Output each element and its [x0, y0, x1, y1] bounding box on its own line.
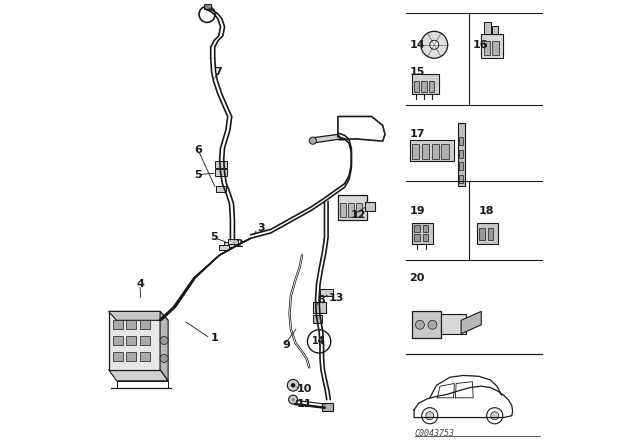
- FancyBboxPatch shape: [113, 352, 123, 361]
- Text: 3: 3: [257, 224, 265, 233]
- Text: 12: 12: [351, 210, 366, 220]
- FancyBboxPatch shape: [216, 186, 226, 192]
- Text: 13: 13: [329, 293, 344, 303]
- Text: 5: 5: [210, 233, 218, 242]
- FancyBboxPatch shape: [413, 81, 419, 92]
- Text: 9: 9: [282, 340, 290, 350]
- FancyBboxPatch shape: [414, 234, 420, 241]
- FancyBboxPatch shape: [323, 403, 333, 411]
- Text: 14: 14: [312, 336, 326, 346]
- FancyBboxPatch shape: [459, 162, 463, 170]
- FancyBboxPatch shape: [484, 22, 491, 34]
- Text: 1: 1: [210, 333, 218, 343]
- Text: 11: 11: [297, 399, 312, 409]
- FancyBboxPatch shape: [484, 41, 490, 55]
- FancyBboxPatch shape: [215, 169, 227, 176]
- FancyBboxPatch shape: [140, 320, 150, 329]
- Text: 4: 4: [136, 280, 144, 289]
- Text: 8: 8: [317, 295, 326, 305]
- Text: 19: 19: [410, 206, 425, 215]
- Polygon shape: [461, 311, 481, 334]
- Text: C0043753: C0043753: [415, 429, 455, 438]
- Polygon shape: [160, 311, 168, 381]
- Circle shape: [291, 383, 296, 388]
- FancyBboxPatch shape: [488, 228, 493, 240]
- Circle shape: [309, 137, 316, 144]
- FancyBboxPatch shape: [356, 203, 362, 217]
- FancyBboxPatch shape: [459, 150, 463, 158]
- FancyBboxPatch shape: [215, 161, 227, 168]
- FancyBboxPatch shape: [442, 144, 449, 159]
- FancyBboxPatch shape: [429, 81, 435, 92]
- Polygon shape: [109, 311, 168, 320]
- Text: 16: 16: [472, 40, 488, 50]
- FancyBboxPatch shape: [410, 140, 454, 161]
- Circle shape: [160, 354, 168, 362]
- Circle shape: [291, 398, 295, 401]
- Circle shape: [415, 320, 424, 329]
- FancyBboxPatch shape: [204, 4, 211, 9]
- FancyBboxPatch shape: [127, 320, 136, 329]
- FancyBboxPatch shape: [320, 289, 333, 296]
- FancyBboxPatch shape: [481, 34, 503, 58]
- FancyBboxPatch shape: [140, 352, 150, 361]
- FancyBboxPatch shape: [338, 195, 367, 220]
- FancyBboxPatch shape: [422, 234, 428, 241]
- Polygon shape: [311, 134, 342, 143]
- FancyBboxPatch shape: [127, 352, 136, 361]
- Text: 20: 20: [410, 273, 425, 283]
- FancyBboxPatch shape: [422, 144, 429, 159]
- FancyBboxPatch shape: [493, 41, 499, 55]
- FancyBboxPatch shape: [140, 336, 150, 345]
- FancyBboxPatch shape: [431, 144, 439, 159]
- FancyBboxPatch shape: [414, 225, 420, 232]
- FancyBboxPatch shape: [365, 202, 374, 211]
- FancyBboxPatch shape: [412, 223, 433, 244]
- FancyBboxPatch shape: [313, 302, 326, 313]
- Circle shape: [287, 379, 299, 391]
- FancyBboxPatch shape: [412, 311, 441, 338]
- FancyBboxPatch shape: [458, 123, 465, 186]
- Circle shape: [307, 330, 331, 353]
- Circle shape: [430, 40, 439, 49]
- Text: 6: 6: [195, 145, 202, 155]
- FancyBboxPatch shape: [459, 175, 463, 183]
- Circle shape: [421, 31, 448, 58]
- Circle shape: [422, 408, 438, 424]
- FancyBboxPatch shape: [113, 336, 123, 345]
- FancyBboxPatch shape: [477, 223, 499, 244]
- Circle shape: [160, 336, 168, 345]
- FancyBboxPatch shape: [340, 203, 346, 217]
- Circle shape: [426, 412, 434, 420]
- Circle shape: [289, 395, 298, 404]
- FancyBboxPatch shape: [459, 137, 463, 145]
- Text: 5: 5: [195, 170, 202, 180]
- FancyBboxPatch shape: [441, 314, 466, 334]
- Text: 7: 7: [215, 67, 223, 77]
- FancyBboxPatch shape: [412, 74, 439, 94]
- Polygon shape: [109, 370, 168, 381]
- FancyBboxPatch shape: [421, 81, 427, 92]
- Circle shape: [486, 408, 503, 424]
- Text: 10: 10: [297, 384, 312, 394]
- FancyBboxPatch shape: [412, 144, 419, 159]
- Text: 17: 17: [410, 129, 425, 139]
- Text: 15: 15: [410, 67, 425, 77]
- Circle shape: [491, 412, 499, 420]
- FancyBboxPatch shape: [422, 225, 428, 232]
- FancyBboxPatch shape: [113, 320, 123, 329]
- Text: 18: 18: [479, 206, 495, 215]
- FancyBboxPatch shape: [127, 336, 136, 345]
- Circle shape: [428, 320, 437, 329]
- FancyBboxPatch shape: [228, 239, 238, 244]
- Text: 2: 2: [235, 239, 243, 249]
- Polygon shape: [109, 311, 160, 370]
- Text: 14: 14: [410, 40, 425, 50]
- FancyBboxPatch shape: [224, 242, 234, 247]
- FancyBboxPatch shape: [219, 245, 229, 250]
- FancyBboxPatch shape: [493, 26, 498, 34]
- FancyBboxPatch shape: [479, 228, 485, 240]
- FancyBboxPatch shape: [348, 203, 354, 217]
- FancyBboxPatch shape: [313, 315, 322, 323]
